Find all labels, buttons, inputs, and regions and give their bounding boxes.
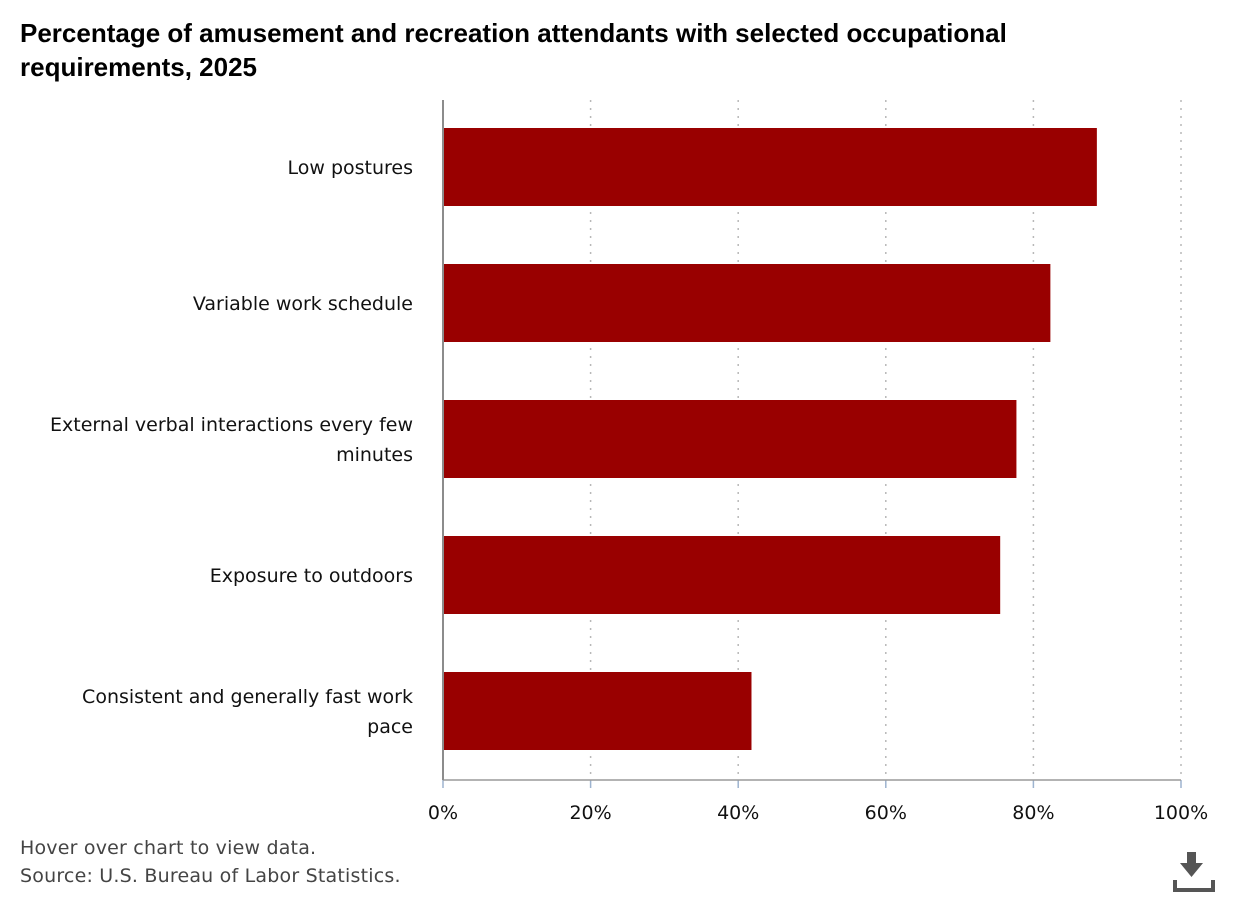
category-label: Variable work schedule (193, 293, 413, 315)
bar[interactable]: Variable work schedule: 82.3% (444, 264, 1051, 342)
bar[interactable]: Exposure to outdoors: 75.5% (444, 536, 1001, 614)
x-tick-label: 80% (1012, 802, 1054, 824)
chart-footer: Hover over chart to view data. Source: U… (20, 834, 401, 890)
download-icon (1173, 852, 1215, 892)
x-tick-label: 100% (1154, 802, 1208, 824)
x-tick-label: 0% (428, 802, 458, 824)
bar[interactable]: Consistent and generally fast work pace:… (444, 672, 752, 750)
hover-note: Hover over chart to view data. (20, 837, 317, 859)
gridlines (589, 100, 1182, 780)
bars: Low postures: 88.6% Variable work schedul… (444, 128, 1097, 750)
source-note: Source: U.S. Bureau of Labor Statistics. (20, 865, 401, 887)
category-labels: Low postures Variable work schedule Extern… (50, 157, 413, 738)
category-label: Consistent and generally fast work pace (82, 686, 413, 738)
category-label: Exposure to outdoors (210, 565, 413, 587)
chart-title: Percentage of amusement and recreation a… (20, 18, 1007, 82)
x-tick-labels: 0% 20% 40% 60% 80% 100% (428, 802, 1208, 824)
bar[interactable]: Low postures: 88.6% (444, 128, 1097, 206)
category-label: Low postures (287, 157, 413, 179)
x-tick-label: 40% (717, 802, 759, 824)
bar[interactable]: External verbal interactions every few m… (444, 400, 1017, 478)
x-tick-label: 20% (569, 802, 611, 824)
download-button[interactable] (1172, 850, 1218, 896)
x-tick-label: 60% (865, 802, 907, 824)
category-label: External verbal interactions every few mi… (50, 414, 413, 466)
axes (442, 100, 1182, 788)
